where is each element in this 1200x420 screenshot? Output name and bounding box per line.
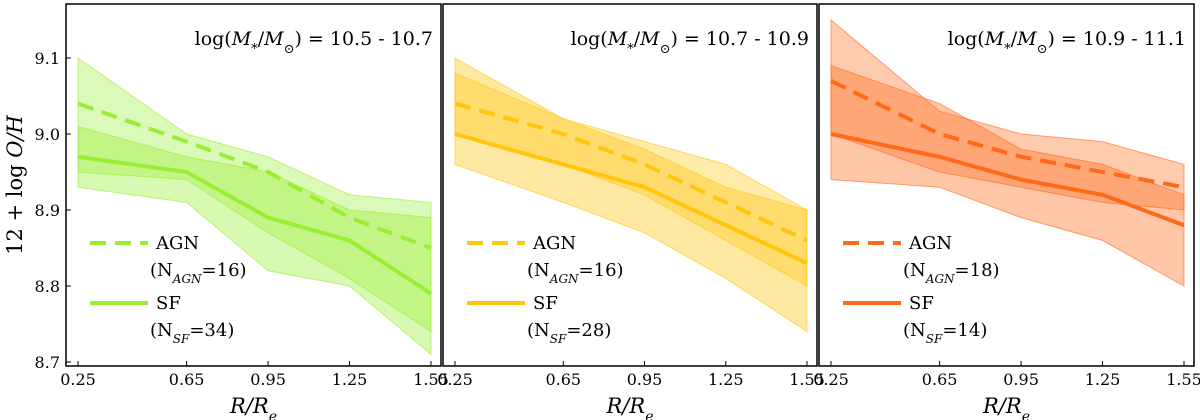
panel-1: 0.25 0.65 0.95 1.25 1.55 R/Re log(M*/M⊙) = 10.… — [60, 3, 449, 420]
legend-count-sf: (NSF=34) — [150, 320, 234, 346]
x-tick-label: 1.25 — [1085, 370, 1121, 389]
panel-frame-2 — [442, 3, 818, 367]
x-tick-label: 0.25 — [60, 370, 96, 389]
legend-count-agn: (NAGN=16) — [150, 260, 247, 286]
panel-frame-3 — [818, 3, 1195, 367]
panel-title: log(M*/M⊙) = 10.7 - 10.9 — [571, 28, 809, 57]
legend-label-agn: AGN — [908, 233, 952, 254]
x-tick-label: 0.65 — [169, 370, 205, 389]
x-axis-label: R/Re — [229, 394, 277, 420]
legend-count-agn: (NAGN=18) — [903, 260, 1000, 286]
y-tick-label: 9.0 — [35, 125, 60, 144]
y-axis-label: 12 + log O/H — [3, 114, 27, 254]
legend-label-agn: AGN — [155, 233, 199, 254]
y-tick-label: 8.9 — [35, 201, 60, 220]
x-tick-label: 1.55 — [413, 370, 449, 389]
x-axis-label: R/Re — [982, 394, 1030, 420]
x-tick-label: 0.95 — [250, 370, 286, 389]
x-tick-label: 0.95 — [627, 370, 663, 389]
x-tick-label: 1.55 — [789, 370, 825, 389]
panel-frame-1 — [65, 3, 442, 367]
legend-label-sf: SF — [533, 293, 558, 314]
x-tick-label: 0.65 — [545, 370, 581, 389]
x-tick-label: 1.25 — [708, 370, 744, 389]
x-tick-label: 0.95 — [1003, 370, 1039, 389]
panel-title: log(M*/M⊙) = 10.9 - 11.1 — [948, 28, 1186, 57]
panel-3: 0.25 0.65 0.95 1.25 1.55 R/Re log(M*/M⊙) = 10.… — [813, 3, 1200, 420]
x-tick-label: 0.65 — [922, 370, 958, 389]
x-tick-label: 1.55 — [1166, 370, 1200, 389]
legend-label-sf: SF — [156, 293, 181, 314]
x-tick-label: 0.25 — [437, 370, 473, 389]
band-sf-panel-1 — [77, 125, 432, 356]
legend-label-sf: SF — [909, 293, 934, 314]
y-tick-label: 8.8 — [35, 277, 60, 296]
panel-2: 0.25 0.65 0.95 1.25 1.55 R/Re log(M*/M⊙) = 10.… — [437, 3, 825, 420]
x-axis-label: R/Re — [606, 394, 654, 420]
y-tick-label: 9.1 — [35, 49, 60, 68]
x-tick-label: 0.25 — [813, 370, 849, 389]
band-sf-panel-2 — [454, 57, 808, 333]
legend-count-sf: (NSF=28) — [527, 320, 611, 346]
legend-count-sf: (NSF=14) — [903, 320, 987, 346]
legend-label-agn: AGN — [532, 233, 576, 254]
panel-title: log(M*/M⊙) = 10.5 - 10.7 — [195, 28, 433, 57]
y-tick-label: 8.7 — [35, 353, 60, 372]
x-tick-label: 1.25 — [332, 370, 368, 389]
legend-count-agn: (NAGN=16) — [527, 260, 624, 286]
